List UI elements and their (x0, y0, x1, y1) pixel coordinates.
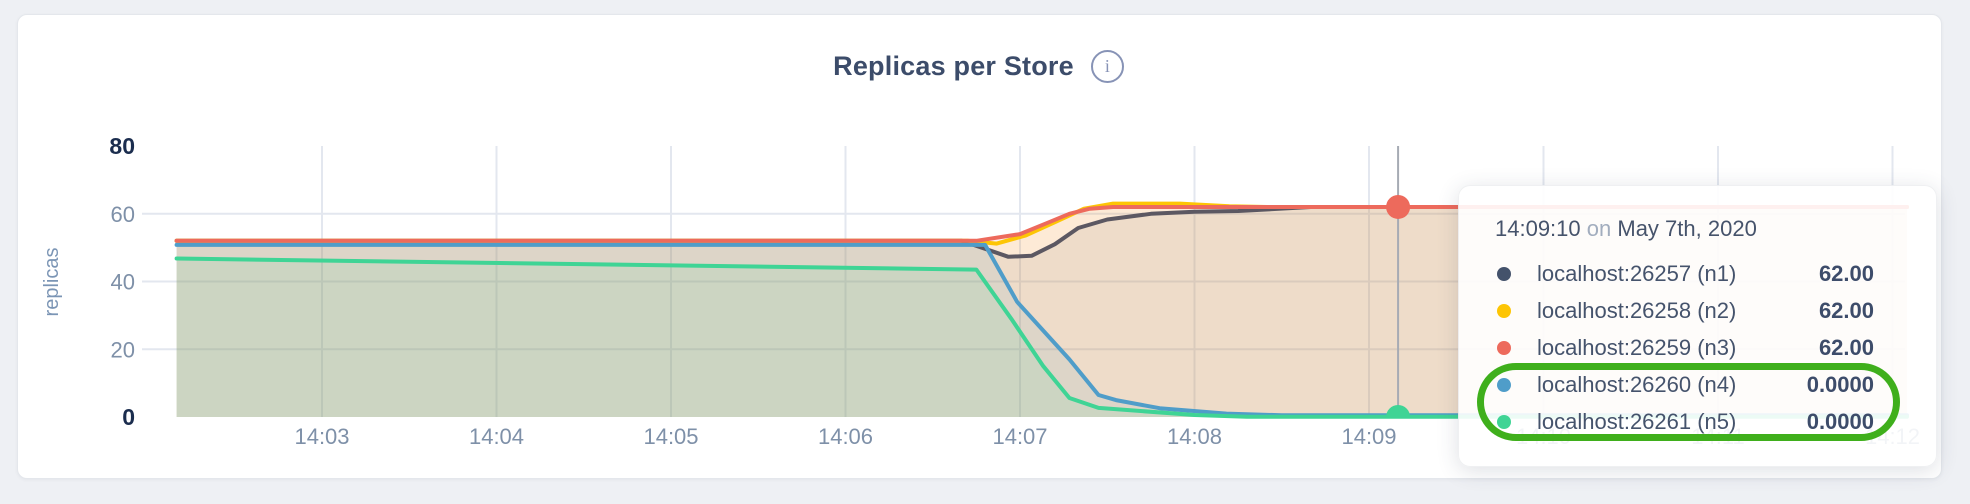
legend-value: 62.00 (1818, 297, 1874, 323)
series-line-n3 (174, 205, 1909, 243)
y-tick-label: 40 (111, 270, 135, 295)
x-tick-label: 14:03 (294, 424, 349, 449)
tooltip-row: localhost:26261 (n5) 0.0000 (1495, 403, 1936, 440)
series-area-n5 (176, 258, 1908, 417)
legend-value: 0.0000 (1806, 371, 1874, 397)
series-line-n1 (174, 205, 1909, 259)
y-axis-title: replicas (41, 248, 63, 317)
tooltip-preposition: on (1586, 216, 1612, 241)
series-line-n4 (174, 242, 1909, 418)
tooltip-date: May 7th, 2020 (1617, 216, 1757, 241)
legend-dot-icon (1497, 414, 1511, 429)
x-tick-label: 14:06 (818, 424, 873, 449)
legend-label: localhost:26258 (n2) (1537, 297, 1737, 323)
tooltip-title: 14:09:10 on May 7th, 2020 (1495, 216, 1936, 242)
x-tick-label: 14:08 (1167, 424, 1222, 449)
legend-value: 62.00 (1818, 260, 1874, 286)
series-line-n5 (174, 256, 1909, 419)
x-tick-label: 14:05 (643, 424, 698, 449)
tooltip-row: localhost:26259 (n3) 62.00 (1495, 329, 1936, 366)
tooltip-row: localhost:26257 (n1) 62.00 (1495, 255, 1936, 292)
chart-title: Replicas per Store (833, 51, 1074, 81)
legend-label: localhost:26261 (n5) (1537, 408, 1737, 434)
hover-markers (1386, 194, 1411, 417)
x-tick-label: 14:09 (1341, 424, 1396, 449)
legend-label: localhost:26260 (n4) (1537, 371, 1737, 397)
legend-value: 0.0000 (1806, 408, 1874, 434)
legend-dot-icon (1497, 377, 1511, 392)
y-tick-label: 0 (122, 404, 135, 430)
legend-dot-icon (1497, 340, 1511, 355)
hover-marker (1386, 194, 1411, 219)
y-tick-label: 20 (111, 337, 135, 362)
chart-header: Replicas per Store i (17, 50, 1940, 83)
tooltip-row: localhost:26260 (n4) 0.0000 (1495, 366, 1936, 403)
x-tick-label: 14:04 (469, 424, 524, 449)
y-tick-label: 60 (111, 202, 135, 227)
tooltip-time: 14:09:10 (1495, 216, 1581, 241)
hover-tooltip: 14:09:10 on May 7th, 2020 localhost:2625… (1458, 185, 1937, 467)
info-icon[interactable]: i (1090, 50, 1124, 83)
legend-value: 62.00 (1818, 334, 1874, 360)
tooltip-legend: localhost:26257 (n1) 62.00 localhost:26258… (1495, 255, 1936, 440)
legend-label: localhost:26257 (n1) (1537, 260, 1737, 286)
tooltip-row: localhost:26258 (n2) 62.00 (1495, 292, 1936, 329)
legend-dot-icon (1497, 266, 1511, 281)
y-tick-label: 80 (109, 133, 135, 159)
hover-marker (1386, 405, 1411, 417)
series-lines (174, 201, 1909, 419)
x-tick-label: 14:07 (992, 424, 1047, 449)
legend-label: localhost:26259 (n3) (1537, 334, 1737, 360)
legend-dot-icon (1497, 303, 1511, 318)
